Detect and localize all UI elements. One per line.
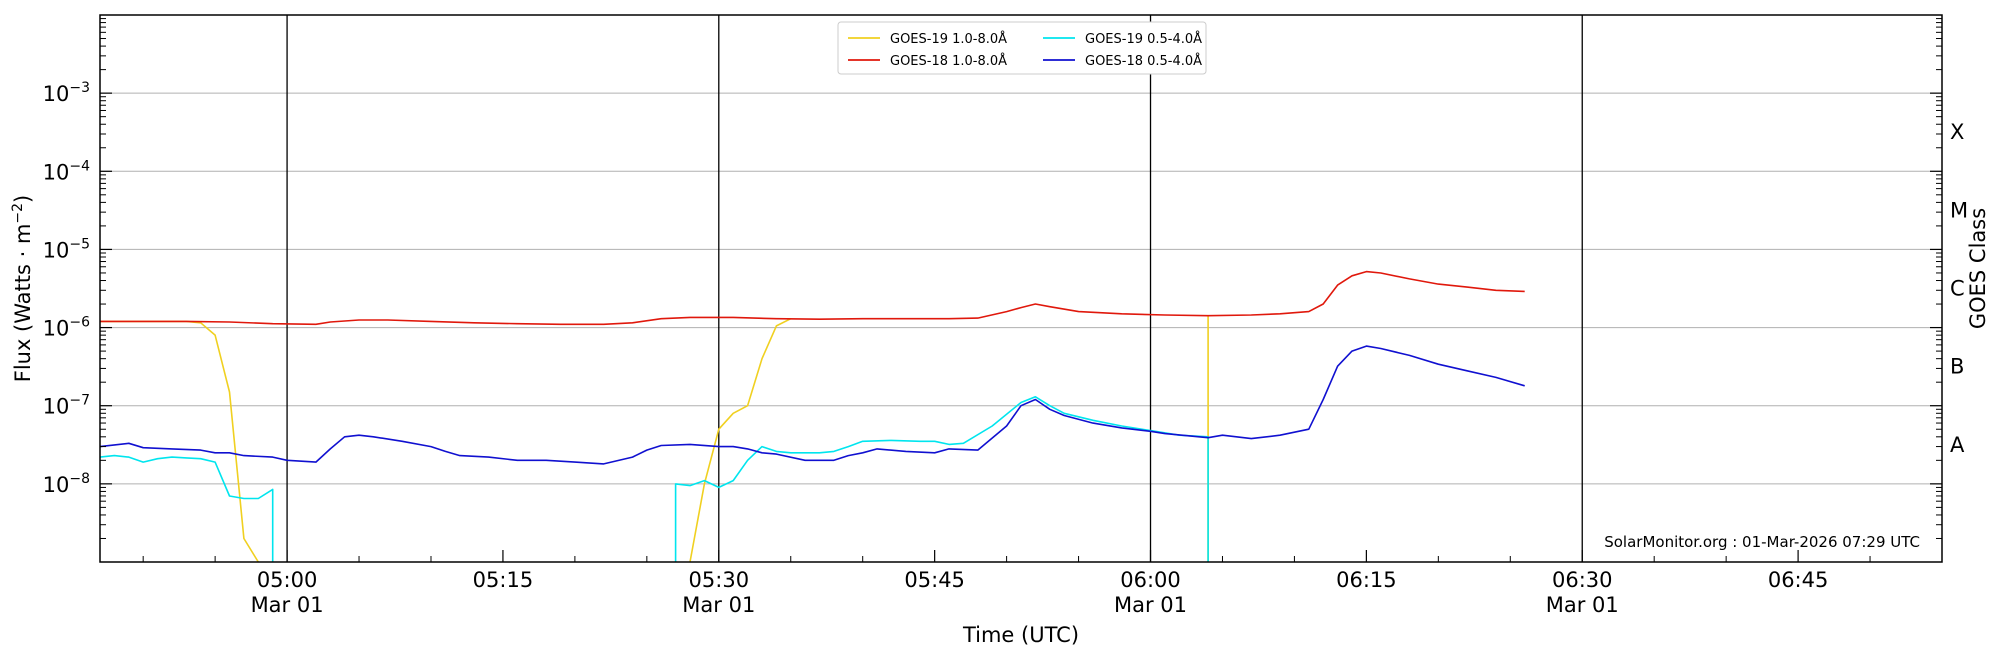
series-3-line [99, 345, 1525, 465]
x-tick-label: 06:15 [1336, 568, 1397, 592]
y-tick-exponent: −6 [69, 315, 90, 331]
y-tick-exponent: −5 [69, 236, 90, 252]
legend-label-3: GOES-18 0.5-4.0Å [1085, 53, 1202, 69]
y-tick-label: 10−8 [43, 471, 90, 497]
legend-label-1: GOES-19 0.5-4.0Å [1085, 31, 1202, 47]
x-tick-label: 06:00 [1120, 568, 1181, 592]
x-tick-label: 05:15 [473, 568, 534, 592]
y-tick-base: 10 [43, 473, 70, 497]
legend-label-2: GOES-18 1.0-8.0Å [890, 53, 1007, 69]
source-watermark: SolarMonitor.org : 01-Mar-2026 07:29 UTC [1604, 533, 1920, 551]
x-tick-label: 06:30 [1552, 568, 1613, 592]
vertical-time-lines [286, 15, 1583, 562]
y-tick-exponent: −4 [69, 158, 90, 174]
goes-class-x: X [1950, 120, 1964, 144]
goes-class-m: M [1950, 198, 1968, 222]
x-axis-title: Time (UTC) [962, 623, 1079, 647]
y-axis-title: Flux (Watts · m−2) [10, 195, 35, 383]
y-tick-label: 10−6 [43, 315, 90, 341]
x-tick-sublabel: Mar 01 [1114, 593, 1187, 617]
legend-label-0: GOES-19 1.0-8.0Å [890, 31, 1007, 47]
y-axis-ticks: 10−810−710−610−510−410−3 [43, 18, 1942, 539]
y-tick-base: 10 [43, 238, 70, 262]
y-tick-base: 10 [43, 160, 70, 184]
goes-class-labels: A B C M X [1950, 120, 1968, 457]
x-tick-sublabel: Mar 01 [1546, 593, 1619, 617]
legend-box [837, 21, 1207, 75]
x-tick-sublabel: Mar 01 [251, 593, 324, 617]
series-layer [99, 270, 1525, 563]
series-2-line [100, 270, 1525, 326]
legend: GOES-19 1.0-8.0Å GOES-19 0.5-4.0Å GOES-18 … [837, 21, 1207, 75]
y-tick-exponent: −8 [69, 471, 90, 487]
series-1-segment-0 [674, 396, 1209, 562]
goes-class-axis-title: GOES Class [1966, 208, 1990, 329]
series-1-line [99, 454, 274, 562]
x-tick-label: 05:00 [257, 568, 318, 592]
y-axis-title-close: ) [11, 195, 35, 203]
y-tick-label: 10−3 [43, 80, 90, 106]
y-tick-label: 10−7 [43, 393, 90, 419]
goes-class-c: C [1950, 277, 1965, 301]
y-tick-label: 10−4 [43, 158, 90, 184]
y-tick-exponent: −3 [69, 80, 90, 96]
y-tick-base: 10 [43, 317, 70, 341]
grid-layer [100, 92, 1942, 485]
y-tick-exponent: −7 [69, 393, 90, 409]
x-tick-label: 05:45 [904, 568, 965, 592]
goes-class-b: B [1950, 355, 1964, 379]
x-tick-label: 05:30 [689, 568, 750, 592]
y-axis-title-exponent: −2 [10, 203, 26, 224]
series-0-segment-0 [689, 317, 792, 563]
plot-frame [99, 14, 1943, 563]
x-tick-sublabel: Mar 01 [682, 593, 755, 617]
x-tick-label: 06:45 [1768, 568, 1829, 592]
y-tick-label: 10−5 [43, 236, 90, 262]
y-axis-title-main: Flux (Watts · m [11, 224, 35, 383]
y-tick-base: 10 [43, 82, 70, 106]
goes-class-a: A [1950, 433, 1965, 457]
series-0-line [100, 320, 259, 563]
y-tick-base: 10 [43, 395, 70, 419]
